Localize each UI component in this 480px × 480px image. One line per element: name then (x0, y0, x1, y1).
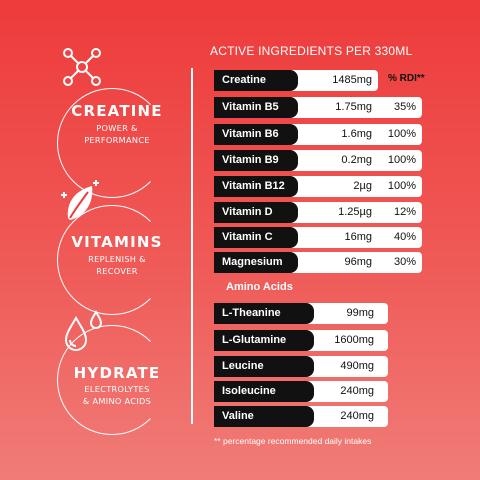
ingredient-name: Vitamin B9 (214, 150, 298, 171)
amino-row-l-glutamine: L-Glutamine 1600mg (214, 330, 394, 351)
ingredient-amount: 1.6mg (341, 128, 372, 140)
table-heading: ACTIVE INGREDIENTS PER 330ML (210, 44, 413, 58)
divider-line (191, 68, 193, 424)
feature-circle (57, 88, 167, 198)
ingredient-rdi: 30% (393, 256, 416, 268)
amino-name: Valine (214, 406, 314, 427)
feature-circle (57, 325, 167, 435)
ingredient-amount: 2µg (353, 180, 372, 192)
ingredient-row-creatine: Creatine 1485mg (214, 70, 424, 91)
ingredient-row-vitamin-b12: Vitamin B12 2µg 100% (214, 176, 424, 197)
ingredient-amount: 1485mg (332, 74, 372, 86)
amino-acids-heading: Amino Acids (226, 281, 293, 293)
footnote: ** percentage recommended daily intakes (214, 436, 372, 446)
amino-amount: 240mg (340, 410, 374, 422)
ingredient-name: Vitamin B12 (214, 176, 298, 197)
ingredient-amount: 16mg (344, 231, 372, 243)
feature-subtitle: ELECTROLYTES & AMINO ACIDS (82, 384, 152, 406)
amino-name: L-Glutamine (214, 330, 314, 351)
ingredient-rdi: 12% (393, 206, 416, 218)
ingredient-row-magnesium: Magnesium 96mg 30% (214, 252, 424, 273)
ingredient-name: Vitamin C (214, 227, 298, 248)
feature-title: CREATINE (71, 102, 163, 120)
ingredient-rdi: 100% (387, 180, 416, 192)
ingredient-row-vitamin-d: Vitamin D 1.25µg 12% (214, 202, 424, 223)
amino-name: Leucine (214, 356, 314, 377)
amino-row-isoleucine: Isoleucine 240mg (214, 381, 394, 402)
ingredient-rdi: 100% (387, 154, 416, 166)
droplets-icon (60, 308, 108, 360)
feature-title: HYDRATE (73, 364, 161, 382)
ingredient-name: Creatine (214, 70, 298, 91)
ingredient-name: Vitamin D (214, 202, 298, 223)
ingredient-row-vitamin-b5: Vitamin B5 1.75mg 35% (214, 97, 424, 118)
molecule-icon (60, 45, 104, 93)
feature-subtitle: POWER & PERFORMANCE (84, 123, 150, 145)
ingredient-amount: 1.25µg (338, 206, 372, 218)
ingredient-rdi: 40% (393, 231, 416, 243)
feature-title: VITAMINS (71, 233, 163, 251)
amino-amount: 240mg (340, 385, 374, 397)
amino-row-leucine: Leucine 490mg (214, 356, 394, 377)
leaf-icon (58, 178, 102, 228)
amino-amount: 99mg (346, 307, 374, 319)
ingredient-rdi: 100% (387, 128, 416, 140)
ingredient-amount: 1.75mg (335, 101, 372, 113)
ingredient-name: Vitamin B6 (214, 124, 298, 145)
amino-row-valine: Valine 240mg (214, 406, 394, 427)
amino-amount: 1600mg (334, 334, 374, 346)
amino-row-l-theanine: L-Theanine 99mg (214, 303, 394, 324)
amino-amount: 490mg (340, 360, 374, 372)
amino-name: Isoleucine (214, 381, 314, 402)
ingredient-name: Vitamin B5 (214, 97, 298, 118)
feature-subtitle: REPLENISH & RECOVER (88, 254, 146, 276)
ingredient-name: Magnesium (214, 252, 298, 273)
ingredient-rdi: 35% (393, 101, 416, 113)
feature-circle (57, 205, 167, 315)
ingredient-amount: 96mg (344, 256, 372, 268)
ingredient-row-vitamin-b6: Vitamin B6 1.6mg 100% (214, 124, 424, 145)
ingredient-row-vitamin-b9: Vitamin B9 0.2mg 100% (214, 150, 424, 171)
ingredient-row-vitamin-c: Vitamin C 16mg 40% (214, 227, 424, 248)
amino-name: L-Theanine (214, 303, 314, 324)
rdi-header: % RDI** (388, 73, 425, 84)
ingredient-amount: 0.2mg (341, 154, 372, 166)
